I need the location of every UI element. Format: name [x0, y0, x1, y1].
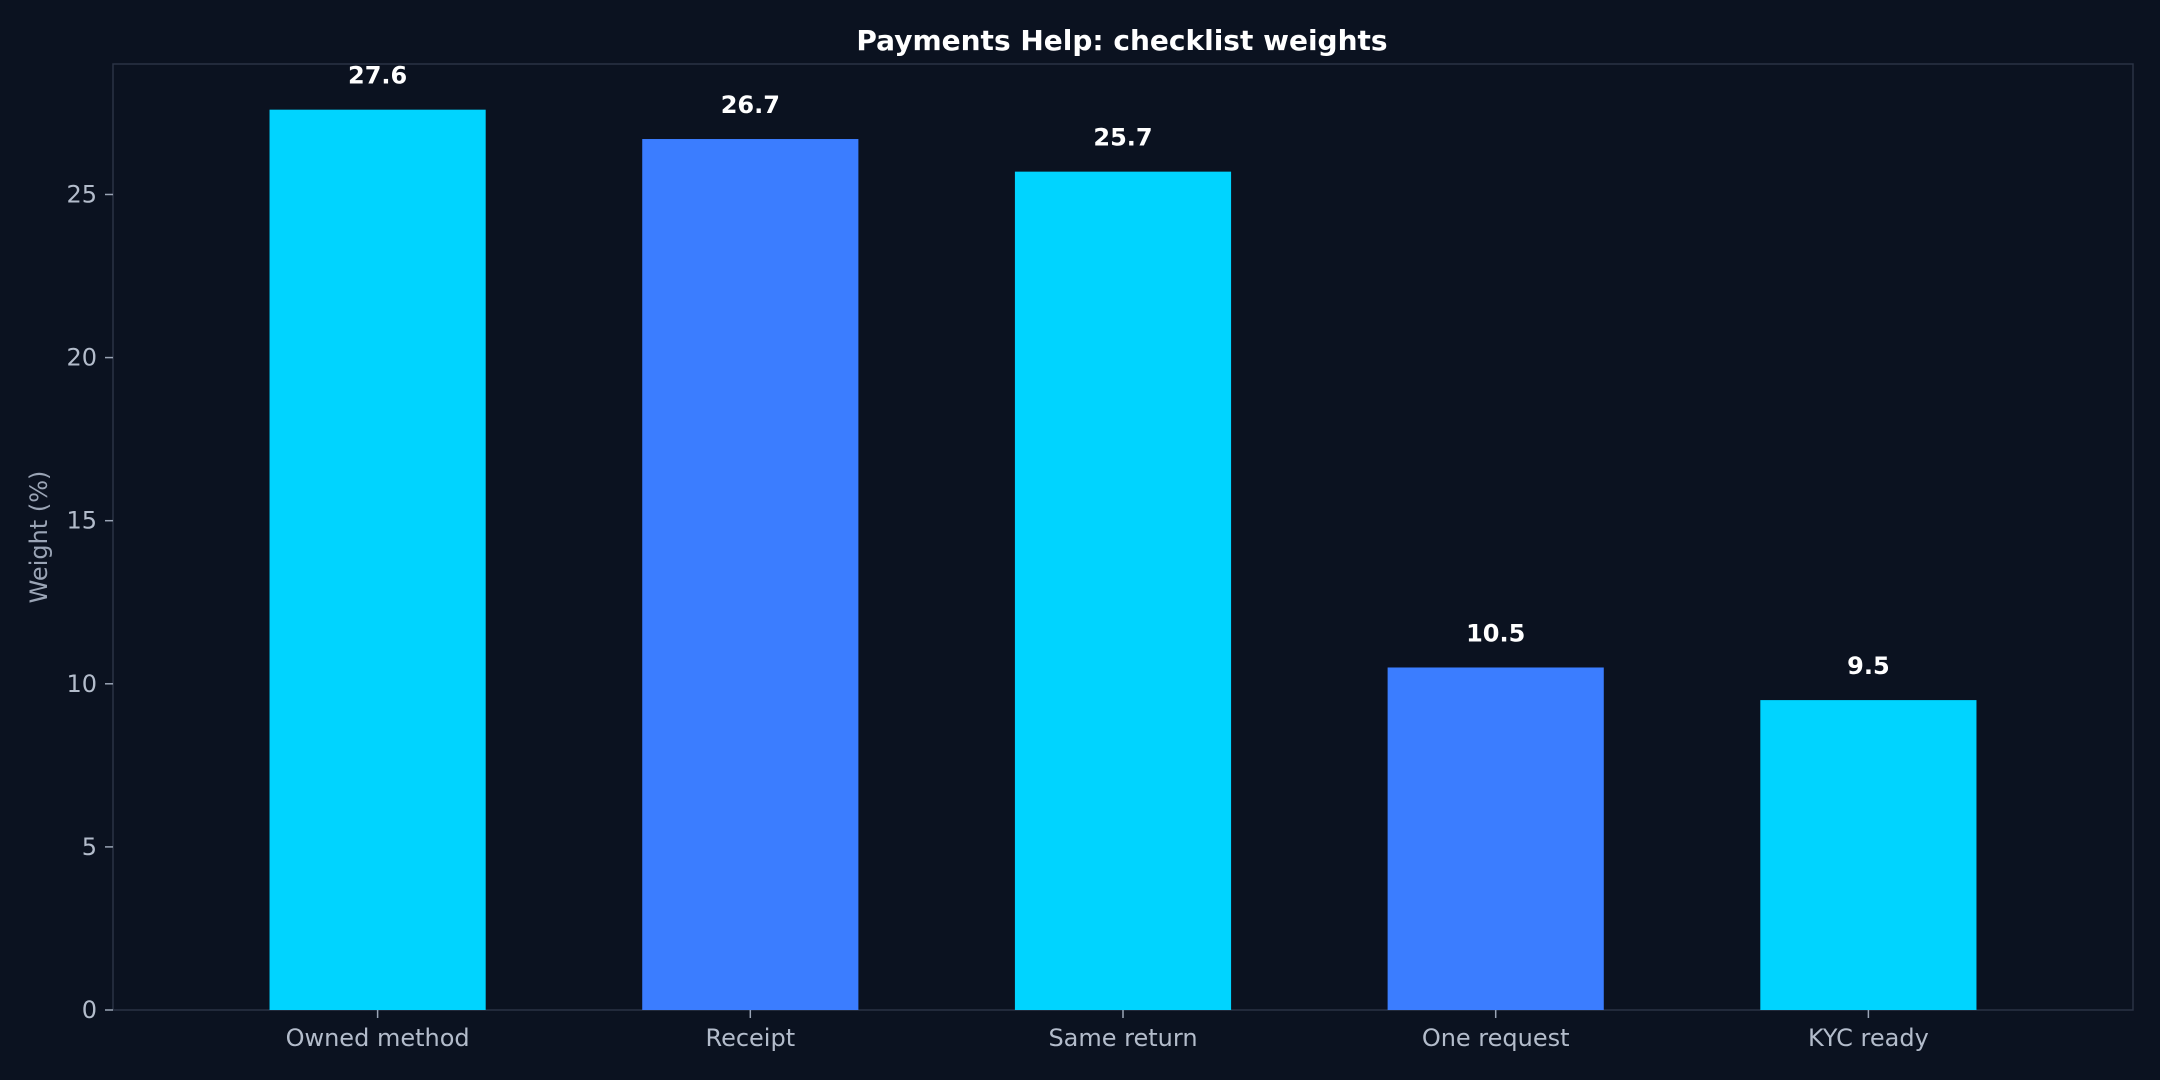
bar-value-label: 26.7 — [721, 91, 780, 119]
bar-value-label: 9.5 — [1847, 652, 1890, 680]
y-axis-label: Weight (%) — [25, 471, 53, 604]
chart-title: Payments Help: checklist weights — [856, 24, 1387, 57]
x-tick-label: Receipt — [705, 1024, 795, 1052]
bar-value-label: 10.5 — [1466, 619, 1525, 647]
y-tick-label: 20 — [66, 344, 97, 372]
y-tick-label: 10 — [66, 670, 97, 698]
bar — [1760, 700, 1977, 1010]
bar — [642, 139, 859, 1010]
bar — [1387, 667, 1604, 1010]
x-axis: Owned method Receipt Same return One reques… — [286, 1010, 1929, 1052]
x-tick-label: KYC ready — [1808, 1024, 1929, 1052]
y-tick-label: 15 — [66, 507, 97, 535]
bar-value-label: 27.6 — [348, 62, 407, 90]
x-tick-label: Same return — [1048, 1024, 1197, 1052]
bar — [1014, 171, 1232, 1011]
y-tick-label: 5 — [82, 833, 97, 861]
y-axis: 0 5 10 15 20 25 — [66, 180, 113, 1024]
y-tick-label: 0 — [82, 996, 97, 1024]
bars: 27.6 26.7 25.7 10.5 9.5 — [269, 62, 1977, 1011]
x-tick-label: One request — [1422, 1024, 1570, 1052]
y-tick-label: 25 — [66, 180, 97, 208]
bar-value-label: 25.7 — [1093, 124, 1152, 152]
bar — [269, 109, 486, 1011]
x-tick-label: Owned method — [286, 1024, 470, 1052]
